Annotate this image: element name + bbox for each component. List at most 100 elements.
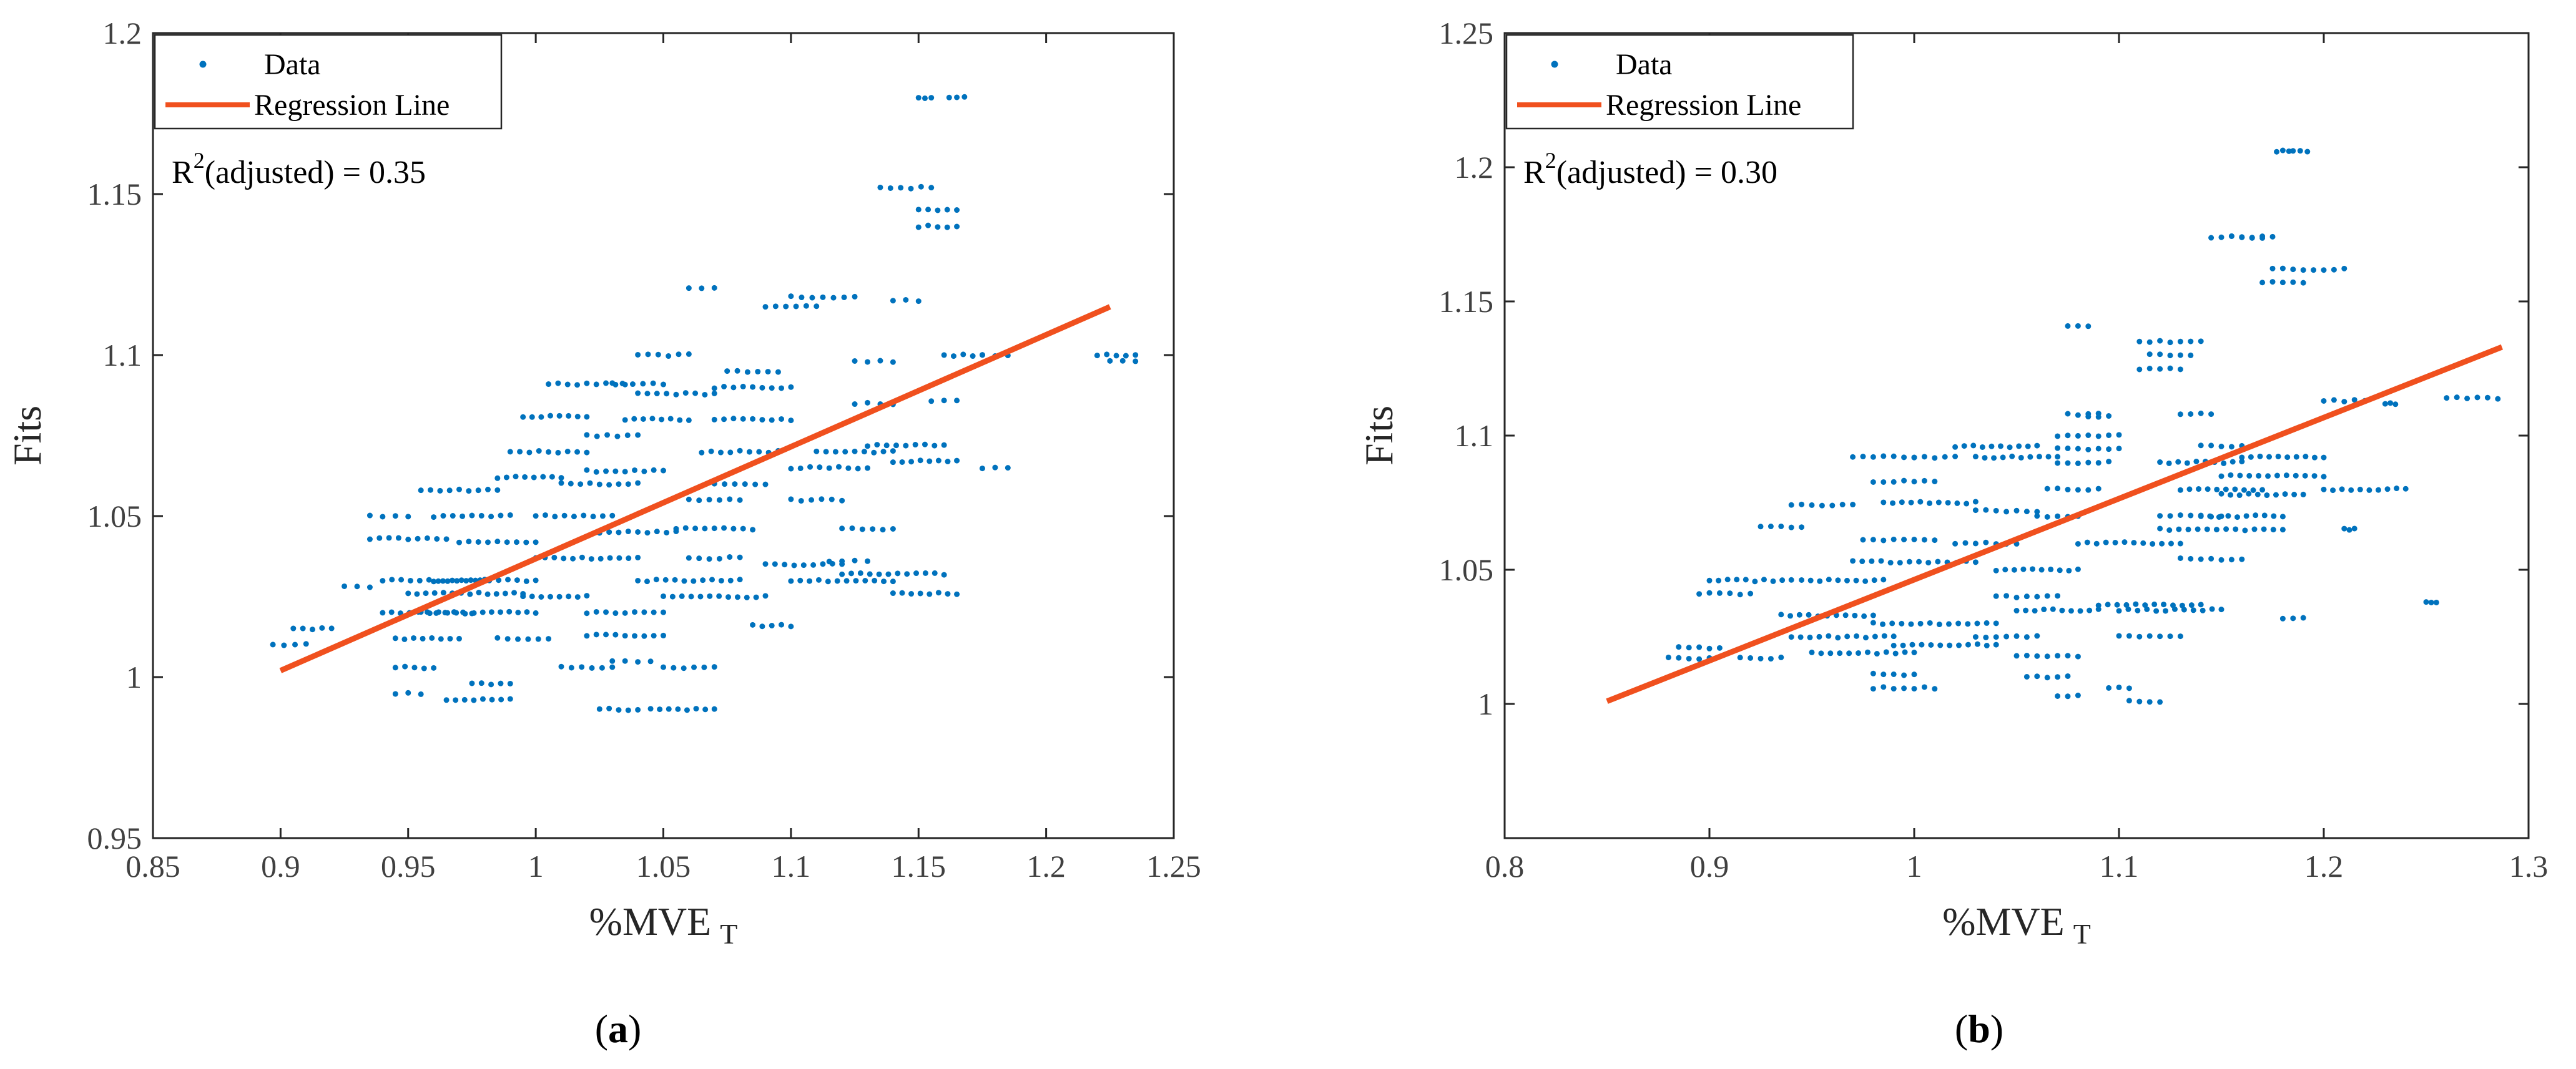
data-point (2254, 491, 2261, 497)
data-point (612, 632, 619, 638)
data-point (912, 442, 918, 448)
data-point (644, 578, 650, 585)
data-point (2279, 280, 2286, 286)
data-point (2075, 692, 2081, 698)
data-point (1767, 524, 1774, 530)
data-point (424, 535, 430, 541)
data-point (1870, 686, 1876, 692)
data-point (549, 474, 555, 480)
data-point (1921, 537, 1927, 543)
data-point (2300, 615, 2306, 621)
data-point (431, 578, 437, 585)
data-point (533, 539, 539, 545)
data-point (2146, 339, 2153, 345)
data-point (772, 303, 779, 310)
data-point (706, 556, 712, 562)
data-point (716, 593, 722, 599)
data-point (1906, 559, 1912, 565)
data-point (1890, 479, 1897, 485)
data-point (2300, 280, 2306, 286)
data-point (1686, 655, 1692, 661)
data-point (538, 414, 544, 420)
data-point (711, 664, 717, 670)
data-point (759, 384, 765, 391)
data-point (507, 449, 513, 455)
data-point (2023, 634, 2030, 640)
data-point (2290, 148, 2296, 154)
data-point (2341, 265, 2347, 271)
data-point (1737, 655, 1743, 661)
data-point (2034, 509, 2040, 515)
data-point (525, 636, 531, 642)
data-point (1964, 500, 1970, 507)
data-point (2177, 411, 2183, 417)
data-point (635, 554, 641, 560)
data-point (1921, 454, 1927, 460)
data-point (1901, 537, 1907, 543)
data-point (1921, 477, 1927, 484)
data-point (2159, 540, 2165, 547)
data-point (654, 391, 660, 397)
data-point (2065, 445, 2071, 451)
data-point (1972, 540, 1979, 547)
data-point (2157, 338, 2163, 344)
data-point (1807, 577, 1814, 583)
data-point (556, 412, 563, 419)
data-point (883, 442, 890, 449)
data-point (2444, 395, 2450, 401)
data-point (2190, 607, 2196, 613)
data-point (631, 416, 637, 422)
data-point (2223, 526, 2229, 532)
x-tick-label: 0.9 (261, 849, 300, 884)
data-point (706, 497, 712, 503)
data-point (2016, 443, 2022, 449)
data-point (2270, 527, 2276, 533)
data-point (533, 577, 539, 583)
data-point (517, 449, 523, 455)
x-tick-label: 0.8 (1485, 849, 1525, 884)
data-point (281, 642, 287, 648)
annotation-superscript: 2 (194, 148, 205, 173)
data-point (449, 577, 455, 583)
data-point (672, 577, 678, 583)
data-point (927, 591, 933, 597)
data-point (1862, 635, 1869, 641)
data-point (416, 577, 423, 583)
data-point (2126, 698, 2132, 704)
data-point (2175, 459, 2181, 465)
data-point (2341, 399, 2347, 405)
data-point (711, 706, 717, 712)
data-point (1962, 540, 1969, 546)
x-tick-label: 1.1 (2100, 849, 2139, 884)
regression-line (279, 304, 1111, 673)
legend-label-line: Regression Line (1606, 89, 1801, 122)
data-point (721, 383, 727, 389)
data-point (2075, 460, 2081, 466)
data-point (925, 222, 932, 228)
data-point (2075, 323, 2081, 329)
data-point (2171, 606, 2178, 612)
data-point (2034, 442, 2040, 449)
data-point (2433, 599, 2439, 605)
data-point (2055, 454, 2061, 460)
legend-box (154, 34, 503, 130)
data-point (696, 555, 702, 562)
data-point (558, 480, 564, 486)
data-point (877, 358, 883, 364)
data-point (476, 589, 482, 595)
data-point (1970, 442, 1977, 449)
data-point (2273, 492, 2279, 498)
data-point (1890, 500, 1896, 506)
data-point (1890, 642, 1897, 648)
data-point (917, 590, 923, 597)
data-point (2177, 540, 2183, 547)
data-point (1829, 502, 1836, 509)
data-point (2237, 472, 2243, 479)
data-point (871, 449, 877, 456)
data-point (666, 706, 672, 712)
data-point (826, 465, 832, 471)
data-point (2311, 267, 2317, 273)
data-point (354, 583, 360, 590)
data-point (1816, 633, 1822, 640)
data-point (876, 571, 882, 577)
